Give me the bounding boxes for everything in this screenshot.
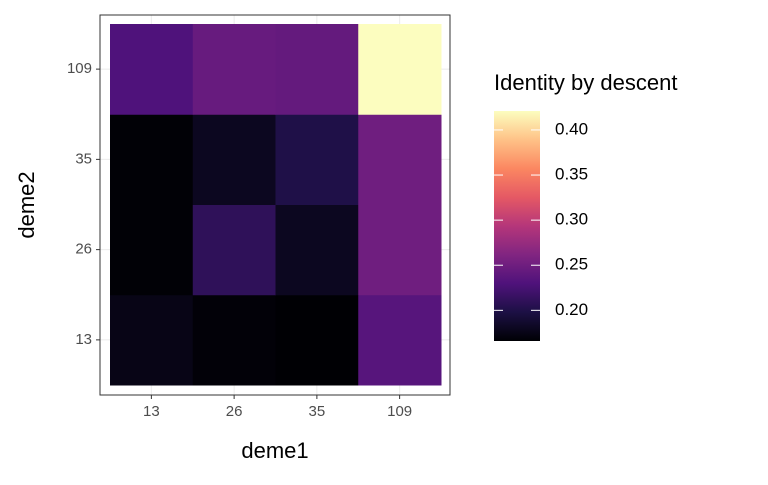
colorbar (494, 111, 540, 341)
tile (275, 204, 359, 296)
y-tick-label: 26 (75, 241, 92, 258)
tile (358, 204, 442, 296)
tile (358, 24, 442, 115)
tile (275, 114, 359, 205)
tile (110, 294, 194, 386)
y-tick-label: 109 (67, 60, 92, 77)
y-axis-label: deme2 (14, 171, 39, 238)
panel-border (99, 14, 451, 396)
x-tick-label: 35 (309, 403, 326, 420)
x-axis-label: deme1 (241, 438, 308, 463)
x-tick-label: 109 (387, 403, 412, 420)
y-tick-label: 13 (75, 331, 92, 348)
tile (358, 114, 442, 205)
x-tick-label: 26 (226, 403, 243, 420)
tile (192, 294, 276, 386)
y-tick-label: 35 (75, 150, 92, 167)
legend-title: Identity by descent (494, 70, 677, 95)
colorbar-tick-label: 0.40 (555, 119, 588, 138)
colorbar-tick-label: 0.30 (555, 210, 588, 229)
tile (110, 24, 194, 115)
x-tick-label: 13 (143, 403, 160, 420)
tile (192, 24, 276, 115)
tile (110, 114, 194, 205)
tile (275, 24, 359, 115)
colorbar-tick-label: 0.20 (555, 300, 588, 319)
tile (275, 294, 359, 386)
colorbar-tick-label: 0.35 (555, 165, 588, 184)
tile (192, 204, 276, 296)
colorbar-tick-label: 0.25 (555, 255, 588, 274)
tile (192, 114, 276, 205)
tile (110, 204, 194, 296)
tile (358, 294, 442, 386)
